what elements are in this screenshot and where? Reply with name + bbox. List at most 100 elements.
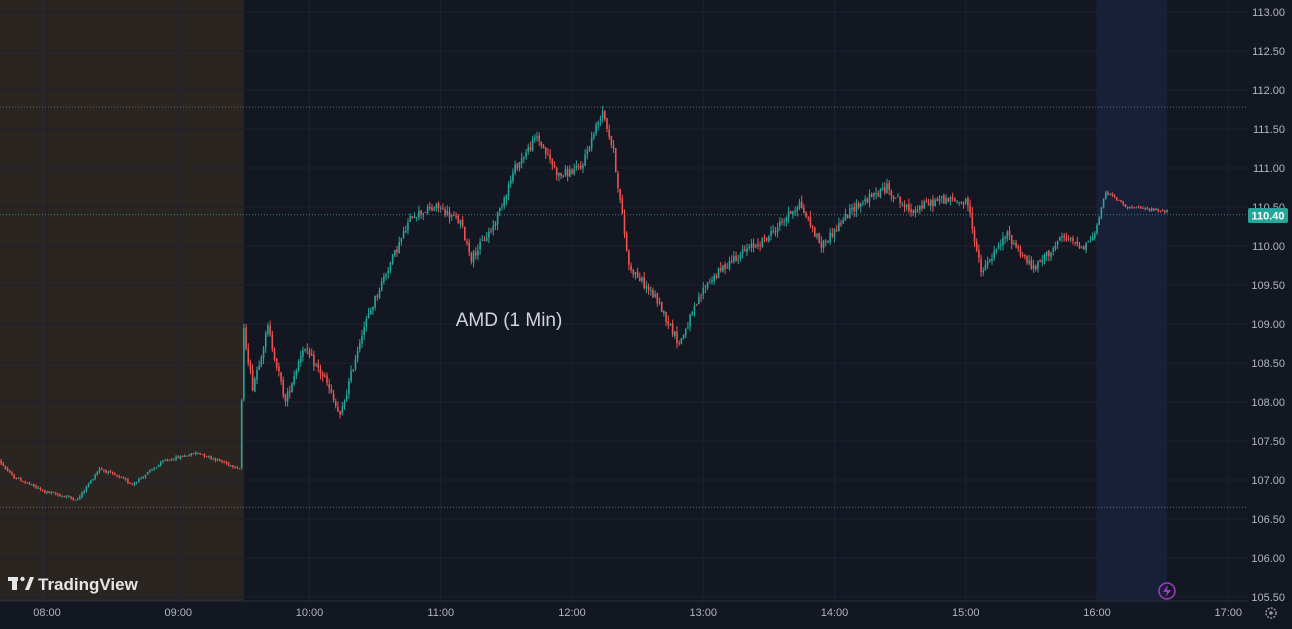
candle-body [227,462,230,466]
candle-body [378,290,381,298]
candle-body [295,370,298,376]
candle-body [186,455,188,457]
candle-body [763,236,766,238]
candle-body [483,239,486,241]
candle-body [94,474,96,479]
candle-body [689,314,691,327]
candle-body [1153,208,1155,211]
candle-body [319,368,322,374]
candle-body [461,219,464,227]
candle-body [632,269,635,275]
candle-body [192,452,195,454]
candle-body [127,479,129,483]
candle-body [11,472,13,476]
y-tick-label: 109.00 [1251,319,1285,331]
candle-body [275,358,278,368]
candle-body [437,203,440,208]
candle-body [501,206,503,208]
candle-body [251,369,254,391]
candle-body [1048,250,1050,257]
candle-body [687,327,689,329]
candle-body [262,347,265,359]
candle-body [372,306,374,311]
lightning-icon[interactable] [1158,582,1176,600]
candle-body [862,202,864,204]
candle-body [271,334,274,350]
candle-body [1142,208,1144,209]
candle-body [879,189,882,198]
candle-body [124,478,127,480]
candle-body [387,270,390,274]
candle-body [151,469,153,471]
candle-body [59,494,61,497]
candle-body [1021,255,1024,256]
candle-body [330,388,333,393]
candle-body [932,199,934,207]
candle-body [811,226,814,228]
candle-body [22,481,24,483]
candle-body [1148,208,1151,211]
candle-body [37,487,40,489]
candle-body [827,241,829,243]
candle-body [969,205,971,213]
candle-body [400,238,403,243]
candle-body [899,196,901,203]
candle-body [903,204,906,208]
candle-body [617,173,619,188]
settings-gear-icon[interactable] [1265,607,1277,619]
candle-body [573,169,575,174]
candle-body [698,296,700,304]
candle-body [877,193,880,196]
candle-body [639,277,641,282]
candle-body [1019,249,1022,256]
candle-body [240,400,243,469]
candle-body [1122,201,1125,205]
candle-body [225,462,228,464]
candle-body [943,195,945,204]
candle-body [468,242,470,253]
candle-body [724,264,726,269]
candle-body [870,194,873,198]
candle-body [960,201,963,203]
y-tick-label: 108.00 [1251,397,1285,409]
candle-body [87,483,90,487]
grid-layer [0,0,1248,601]
candle-body [665,311,667,322]
candle-body [30,484,33,486]
candle-body [269,326,271,335]
candle-body [1129,206,1131,208]
candle-body [92,478,94,481]
candle-body [61,496,64,497]
candle-body [997,244,1000,249]
candle-body [967,198,969,206]
candle-body [334,401,337,407]
candle-body [394,249,396,256]
candle-body [1065,237,1068,240]
candle-body [337,406,339,412]
candle-body [238,468,241,470]
candle-body [105,470,107,473]
candle-body [654,294,656,297]
tradingview-logo[interactable]: TradingView [8,575,139,594]
candle-body [41,489,44,491]
candle-body [564,169,567,176]
candle-body [170,459,173,461]
candle-body [409,216,411,222]
candle-body [840,222,842,225]
candle-body [1043,255,1046,262]
candle-body [267,325,269,335]
candle-body [704,286,707,288]
y-tick-label: 106.50 [1251,514,1285,526]
candle-body [781,221,783,223]
candle-body [1041,260,1044,263]
candle-body [798,202,801,209]
candle-body [232,465,234,468]
candle-body [577,166,580,168]
candle-body [243,328,245,400]
candle-body [890,190,893,196]
candle-body [256,369,258,380]
candle-body [531,139,534,151]
candle-body [1120,200,1122,202]
